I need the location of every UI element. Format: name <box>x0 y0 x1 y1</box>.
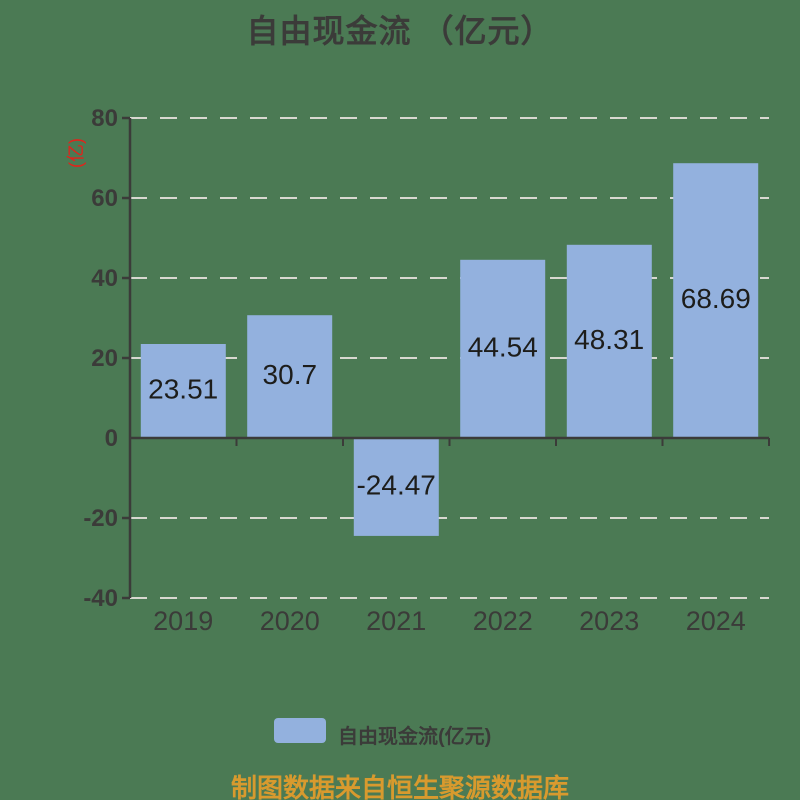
svg-text:20: 20 <box>91 345 118 372</box>
svg-text:-20: -20 <box>83 505 118 532</box>
svg-text:2024: 2024 <box>686 606 746 636</box>
svg-text:40: 40 <box>91 265 118 292</box>
svg-text:2022: 2022 <box>473 606 533 636</box>
svg-text:80: 80 <box>91 105 118 132</box>
svg-text:44.54: 44.54 <box>468 331 538 362</box>
svg-text:2020: 2020 <box>260 606 320 636</box>
svg-text:2021: 2021 <box>366 606 426 636</box>
svg-text:-24.47: -24.47 <box>356 469 435 500</box>
svg-text:60: 60 <box>91 185 118 212</box>
svg-text:2023: 2023 <box>579 606 639 636</box>
svg-text:0: 0 <box>105 425 118 452</box>
svg-text:48.31: 48.31 <box>574 324 644 355</box>
svg-text:30.7: 30.7 <box>263 359 318 390</box>
svg-text:68.69: 68.69 <box>681 283 751 314</box>
svg-text:-40: -40 <box>83 585 118 612</box>
svg-text:2019: 2019 <box>153 606 213 636</box>
svg-text:23.51: 23.51 <box>148 373 218 404</box>
